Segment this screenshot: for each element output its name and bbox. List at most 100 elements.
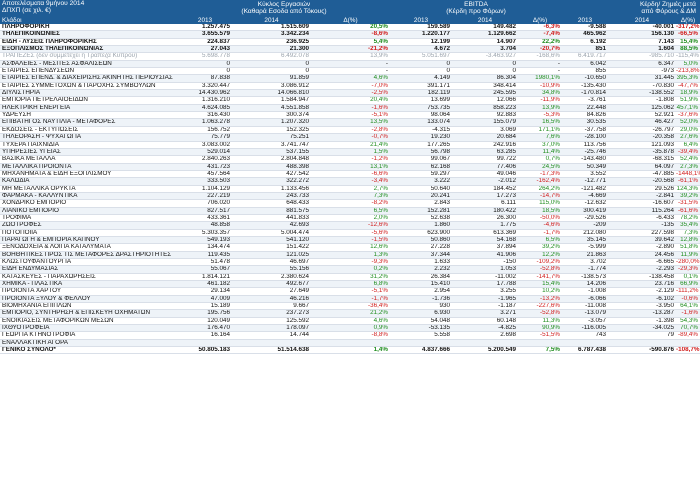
- profit-delta: -317,2%: [676, 24, 700, 30]
- table-row: ΓΕΝΙΚΟ ΣΥΝΟΛΟ* 50.805.183 51.514.638 1,4% 4.…: [0, 347, 700, 355]
- ebitda-2014: 613.369: [493, 229, 516, 236]
- profit-2014: -3.950: [656, 303, 674, 310]
- revenue-2013: 333.503: [207, 178, 230, 185]
- revenue-2013: 14.430.962: [198, 90, 230, 97]
- profit-2013: 6.192: [590, 38, 606, 45]
- revenue-delta: 20,4%: [370, 97, 388, 104]
- profit-delta: 124,3%: [676, 185, 698, 192]
- profit-delta: -66,5%: [678, 31, 698, 38]
- revenue-delta: -8,6%: [371, 31, 388, 38]
- table-row: ΕΚΔΟΣΕΙΣ - ΕΚΤΥΠΩΣΕΙΣ 156.752 152.325 -2,8%…: [0, 126, 700, 135]
- ebitda-2014: 0: [512, 68, 516, 75]
- ebitda-delta: -141,7%: [536, 273, 560, 280]
- ebitda-2013: 27.228: [430, 244, 450, 251]
- revenue-2013: 27.043: [210, 46, 230, 53]
- revenue-delta: 21,2%: [370, 310, 388, 317]
- profit-2013: -170.814: [581, 90, 606, 97]
- branch-name: ΤΡΟΦΙΜΑ: [2, 214, 32, 221]
- revenue-delta: -2,8%: [371, 126, 388, 133]
- ebitda-delta: 18,5%: [542, 207, 560, 214]
- table-row: ΑΣΦΑΛΕΙΕΣ - ΜΕΣΙΤΕΣ ΑΣΦΑΛΙΣΕΩΝ 0 0 - 0 0 - 6.04…: [0, 60, 700, 69]
- revenue-2014: 537.155: [286, 148, 309, 155]
- ebitda-2013: 26.384: [430, 273, 450, 280]
- table-row: ΞΕΝΟΔΟΧΕΙΑ & ΛΟΙΠΑ ΚΑΤΑΛΥΜΑΤΑ 134.474 151.…: [0, 244, 700, 252]
- ebitda-delta: 7,6%: [545, 134, 560, 141]
- revenue-2013: 120.049: [207, 317, 230, 324]
- revenue-2013: 156.752: [207, 126, 230, 133]
- profit-2014: 6.347: [658, 60, 674, 67]
- revenue-delta: 2,0%: [373, 214, 388, 221]
- table-row: ΦΑΡΜΑΚΑ - ΚΑΛΛΥΝΤΙΚΑ 227.219 243.733 7,3% 20…: [0, 192, 700, 201]
- revenue-delta: -1,5%: [371, 236, 388, 243]
- revenue-2013: 29.134: [210, 288, 230, 295]
- table-row: ΜΕΤΑΛΛΙΚΑ ΠΡΟΙΟΝΤΑ 431.723 488.398 13,1% 62.…: [0, 163, 700, 171]
- revenue-delta: 2,7%: [373, 185, 388, 192]
- table-row: ΒΙΟΜΗΧΑΝΙΑ ΕΠΙΠΛΩΝ 15.189 9.667 -36,4% 930 -1…: [0, 303, 700, 311]
- table-row: ΕΠΙΒΑΤΗΓΟΣ ΝΑΥΤΙΛΙΑ - ΜΕΤΑΦΟΡΕΣ 1.063.278…: [0, 119, 700, 127]
- profit-2013: -1.774: [588, 266, 606, 273]
- ebitda-2014: 3.271: [500, 310, 516, 317]
- profit-2014: 31.445: [654, 75, 674, 82]
- ebitda-delta: -6,3%: [543, 24, 560, 30]
- ebitda-2013: 62.168: [430, 163, 450, 170]
- table-subtitle: ΔΠΧΠ (σε χιλ. €): [2, 7, 51, 15]
- branch-name: ΛΙΑΝΙΚΟ ΕΜΠΟΡΙΟ: [2, 207, 59, 214]
- revenue-2014: 14.744: [289, 332, 309, 339]
- revenue-2014: 51.514.638: [277, 347, 309, 354]
- revenue-2014: 14.066.810: [277, 90, 309, 97]
- ebitda-2013: 5.558: [434, 332, 450, 339]
- table-row: ΚΑΤΑΣΚΕΥΕΣ - ΠΑΡΑΧΩΡΗΣΕΙΣ 1.814.121 2.380.…: [0, 273, 700, 282]
- profit-2014: -2.293: [656, 266, 674, 273]
- revenue-delta: 0,2%: [373, 266, 388, 273]
- profit-delta: -213,8%: [676, 68, 700, 75]
- profit-2013: -209: [593, 222, 606, 229]
- profit-delta: 15,4%: [680, 38, 698, 45]
- revenue-delta: -1,2%: [371, 156, 388, 163]
- ebitda-2013: 391.171: [427, 82, 450, 89]
- ebitda-2014: 17.788: [496, 281, 516, 288]
- branch-name: ΠΛΗΡΟΦΟΡΙΚΗ: [2, 24, 50, 30]
- branch-name: ΧΟΝΔΡΙΚΟ ΕΜΠΟΡΙΟ: [2, 200, 67, 207]
- revenue-2014: 151.422: [286, 244, 309, 251]
- branch-name: ΚΑΛΩΔΙΑ: [2, 178, 30, 185]
- ebitda-2014: 54.168: [496, 236, 516, 243]
- branch-name: ΕΙΔΗ - ΛΥΣΕΙΣ ΠΛΗΡΟΦΟΡΙΚΗΣ: [2, 38, 97, 45]
- table-row: ΗΛΕΚΤΡΙΚΗ ΕΝΕΡΓΕΙΑ 4.624.085 4.551.858 -1,6…: [0, 104, 700, 113]
- ebitda-delta: -4,6%: [543, 222, 560, 229]
- profit-2013: 6.787.438: [577, 347, 606, 354]
- ebitda-2014: 2.698: [500, 332, 516, 339]
- ebitda-2013: 13.699: [430, 97, 450, 104]
- revenue-2014: 441.833: [286, 214, 309, 221]
- ebitda-2014: -3.463.927: [485, 53, 516, 60]
- table-row: ΛΙΑΝΙΚΟ ΕΜΠΟΡΙΟ 827.517 881.575 6,5% 152.281…: [0, 207, 700, 215]
- table-row: ΖΩΟΤΡΟΦΕΣ 48.858 42.693 -12,6% 1.860 1.775 -4,…: [0, 222, 700, 230]
- profit-2013: 855: [595, 68, 606, 75]
- table-row: ΧΗΜΙΚΑ - ΠΛΑΣΤΙΚΑ 461.182 492.677 6,8% 15.41…: [0, 281, 700, 289]
- ebitda-2013: 152.281: [427, 207, 450, 214]
- col-ebitda-2013: 2013: [413, 16, 429, 24]
- revenue-delta: -21,2%: [368, 46, 388, 53]
- ebitda-delta: -20,7%: [540, 46, 560, 53]
- ebitda-2013: 753.735: [427, 104, 450, 111]
- profit-delta: -61,1%: [678, 178, 698, 185]
- profit-2013: 6.419.717: [577, 53, 606, 60]
- profit-delta: -108,7%: [676, 347, 700, 354]
- profit-2014: -20.358: [652, 134, 674, 141]
- table-group-header: Αποτελέσματα 9μήνου 2014 ΔΠΧΠ (σε χιλ. €…: [0, 0, 700, 17]
- ebitda-delta: -51,5%: [540, 332, 560, 339]
- group-ebitda: EBITDA (Κέρδη προ Φόρων): [446, 1, 506, 16]
- profit-delta: 70,7%: [680, 325, 698, 332]
- revenue-delta: -1,7%: [371, 295, 388, 302]
- profit-delta: -115,4%: [676, 53, 699, 60]
- profit-delta: -29,3%: [678, 266, 698, 273]
- branch-name: ΙΧΘΥΟΤΡΟΦΕΙΑ: [2, 325, 50, 332]
- branch-name: ΒΑΣΙΚΑ ΜΕΤΑΛΛΑ: [2, 156, 56, 163]
- revenue-2013: 457.564: [207, 170, 230, 177]
- ebitda-2013: 1.633: [434, 259, 450, 265]
- profit-delta: -0,6%: [681, 295, 698, 302]
- ebitda-2014: 92.883: [496, 112, 516, 119]
- revenue-2014: 2.804.848: [280, 156, 309, 163]
- revenue-2014: 27.649: [289, 288, 309, 295]
- revenue-2014: 0: [305, 60, 309, 67]
- ebitda-2014: 63.285: [496, 148, 516, 155]
